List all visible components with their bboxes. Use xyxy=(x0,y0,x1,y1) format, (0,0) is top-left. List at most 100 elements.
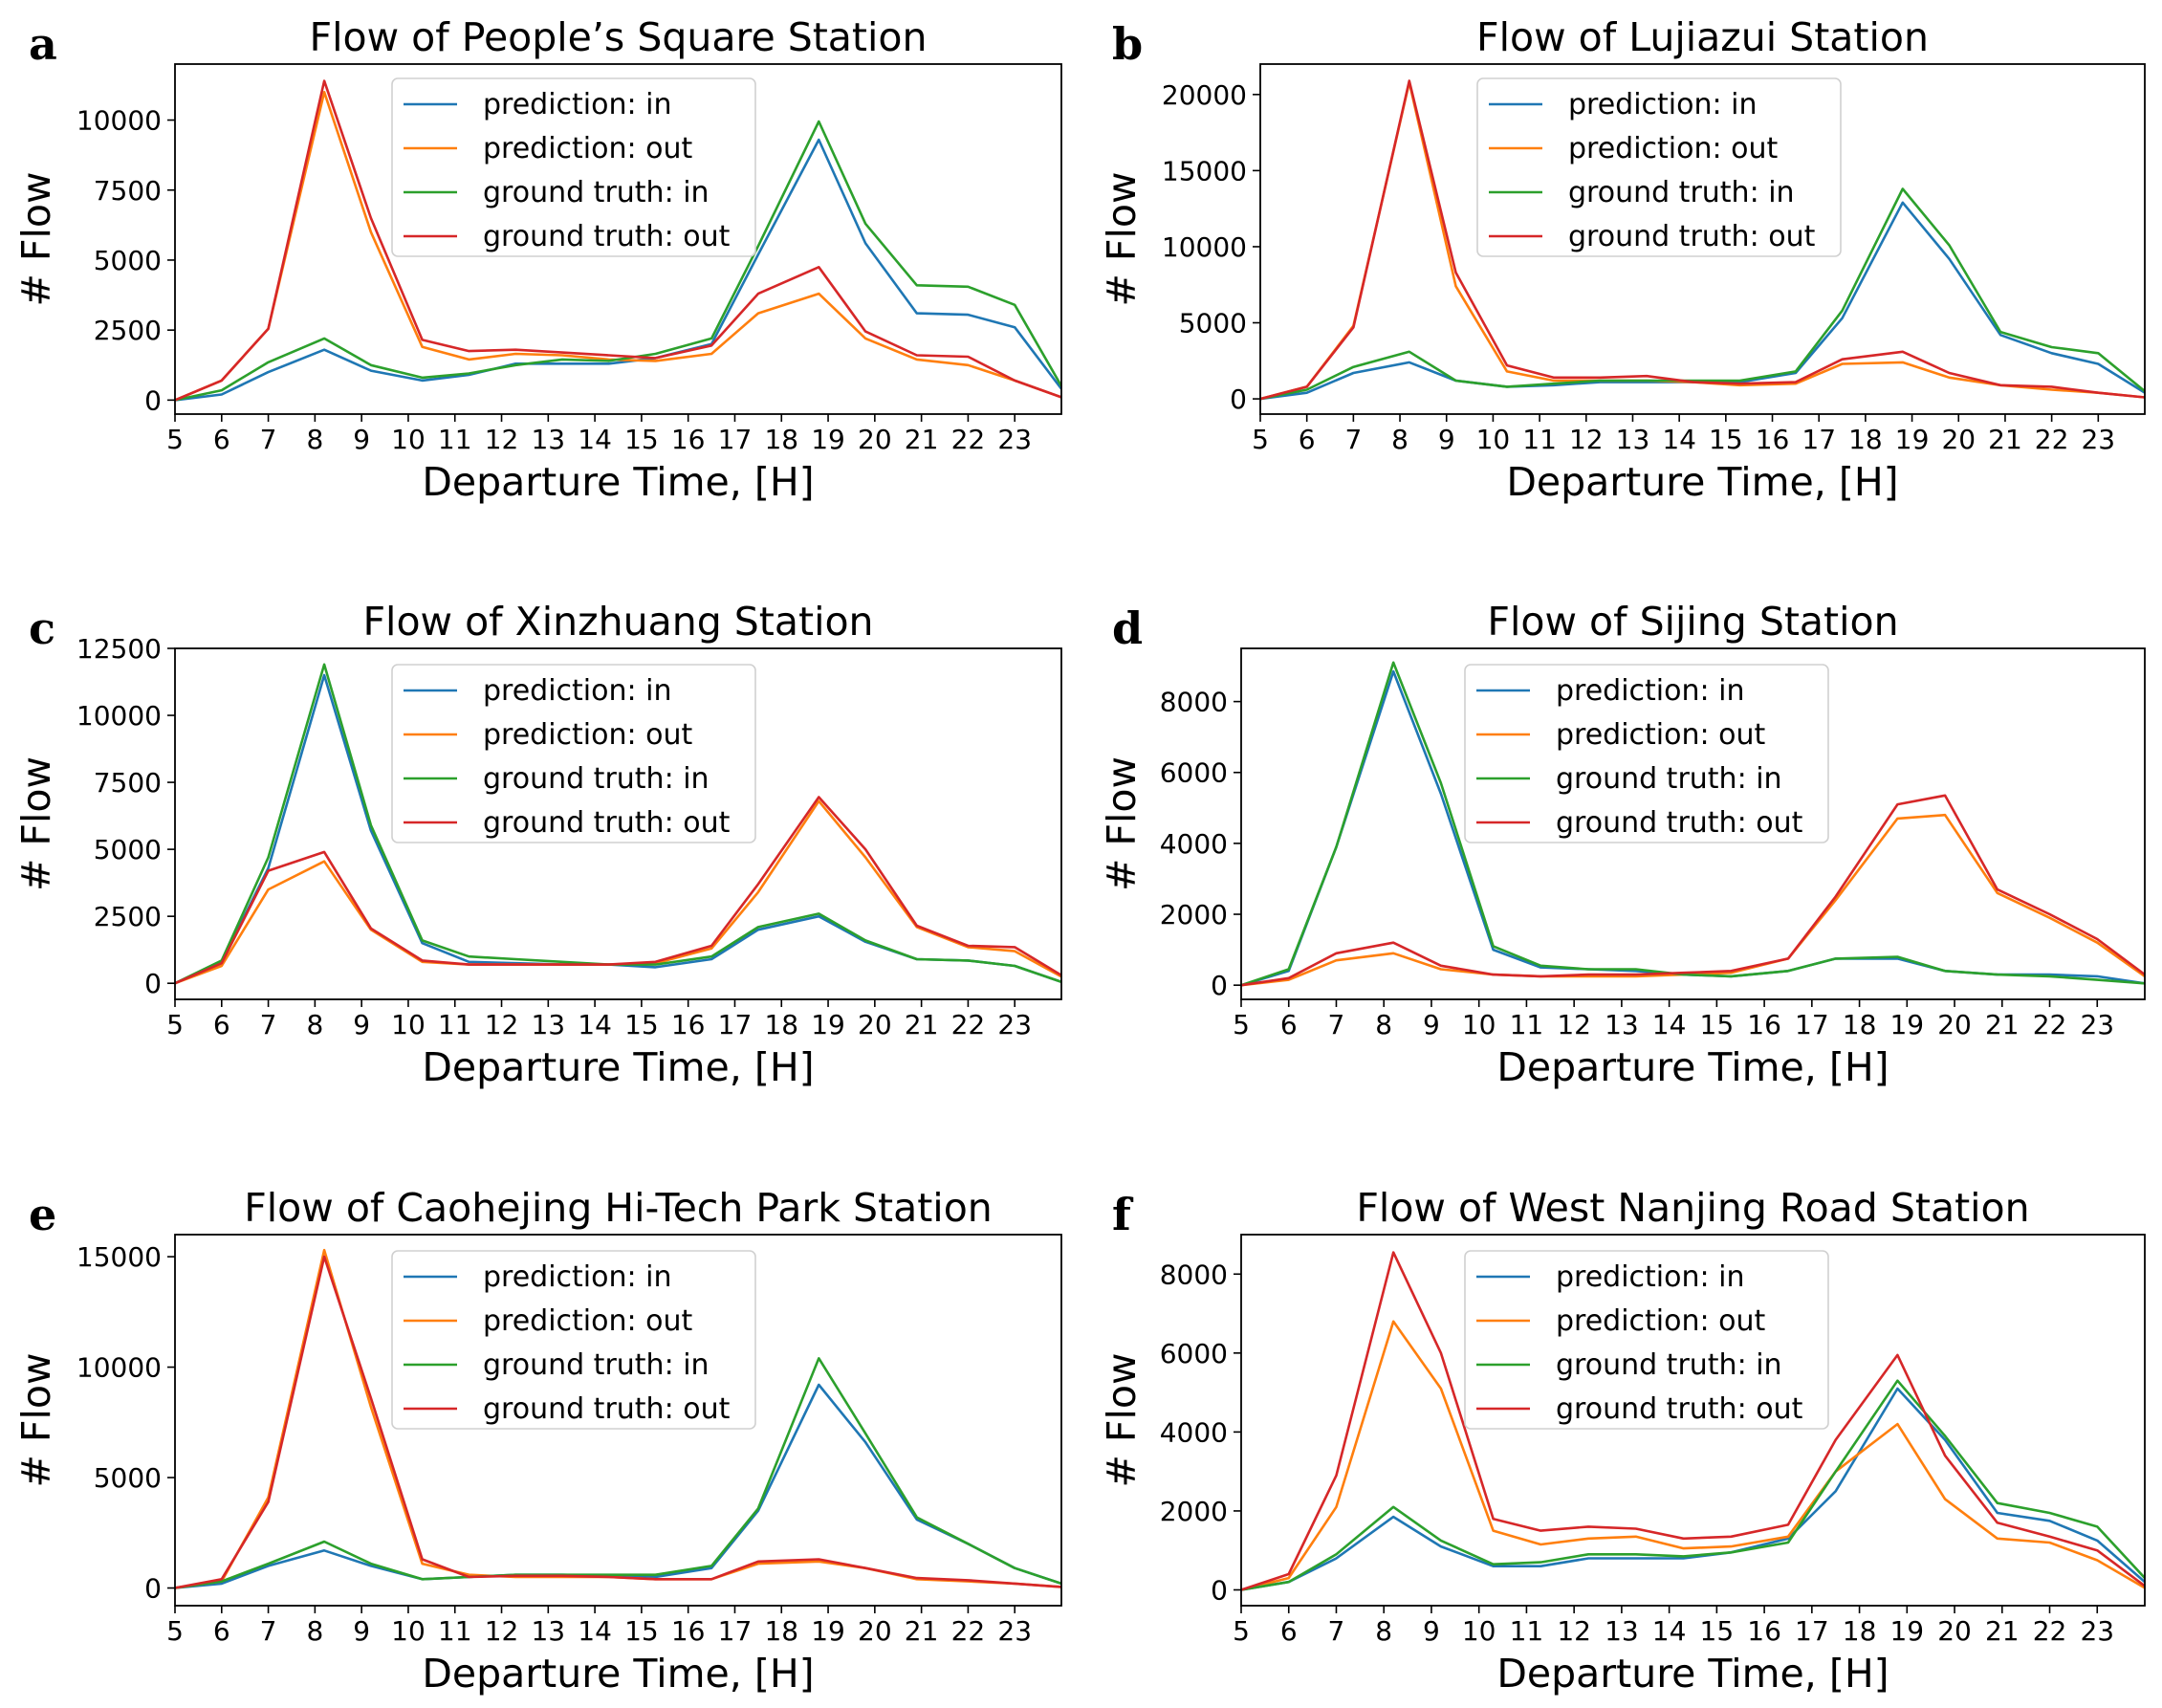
y-tick-label: 8000 xyxy=(1160,687,1228,718)
legend-entry: prediction: in xyxy=(483,1260,672,1294)
x-tick-label: 14 xyxy=(578,424,612,455)
x-tick-label: 15 xyxy=(1700,1615,1735,1647)
plot-frame xyxy=(1259,63,2146,415)
x-tick-label: 14 xyxy=(1662,424,1696,455)
x-tick-label: 21 xyxy=(1985,1009,2020,1040)
x-tick-label: 5 xyxy=(166,1615,184,1647)
series-line-ground-truth-in xyxy=(1241,661,2145,987)
x-tick-label: 14 xyxy=(1652,1009,1687,1040)
chart-title: Flow of People’s Square Station xyxy=(310,14,928,60)
x-tick-label: 19 xyxy=(811,1615,845,1647)
x-tick-label: 10 xyxy=(1462,1009,1496,1040)
x-tick-label: 23 xyxy=(997,1615,1032,1647)
chart-title: Flow of Xinzhuang Station xyxy=(362,599,873,645)
y-axis-label: # Flow xyxy=(1099,1353,1145,1488)
legend-entry: prediction: out xyxy=(1568,132,1779,165)
panel-letter: b xyxy=(1112,18,1143,70)
x-tick-label: 14 xyxy=(1652,1615,1687,1647)
x-tick-label: 13 xyxy=(531,424,565,455)
legend-box xyxy=(391,77,756,257)
chart-title: Flow of Sijing Station xyxy=(1487,599,1898,645)
x-tick-label: 17 xyxy=(718,424,753,455)
chart-panel-a: a Flow of People’s Square Station 5 6 7 8 9 10 1… xyxy=(13,14,1062,505)
legend: prediction: in prediction: out ground trut… xyxy=(1476,77,1842,257)
legend-entry: prediction: in xyxy=(483,88,672,121)
legend-entry: prediction: in xyxy=(1556,674,1745,708)
y-tick-label: 5000 xyxy=(94,1462,162,1494)
x-tick-label: 15 xyxy=(624,1009,659,1040)
x-tick-label: 21 xyxy=(905,424,939,455)
y-tick-label: 10000 xyxy=(76,1352,162,1384)
y-tick-label: 6000 xyxy=(1160,757,1228,789)
y-tick-label: 12500 xyxy=(76,633,162,665)
panel-letter: f xyxy=(1112,1189,1134,1240)
legend-entry: ground truth: out xyxy=(483,806,731,840)
x-tick-label: 15 xyxy=(624,1615,659,1647)
y-tick-label: 5000 xyxy=(94,245,162,276)
x-tick-label: 22 xyxy=(951,424,986,455)
x-tick-label: 13 xyxy=(1605,1615,1639,1647)
x-tick-label: 18 xyxy=(764,1615,798,1647)
x-tick-label: 11 xyxy=(1522,424,1557,455)
x-tick-label: 5 xyxy=(166,424,184,455)
x-tick-label: 7 xyxy=(1328,1009,1345,1040)
legend-entry: ground truth: in xyxy=(483,1348,710,1382)
x-tick-label: 6 xyxy=(1280,1009,1298,1040)
x-tick-label: 18 xyxy=(1843,1615,1877,1647)
x-tick-label: 6 xyxy=(213,424,230,455)
y-tick-label: 2000 xyxy=(1160,1496,1228,1527)
y-tick-label: 0 xyxy=(1230,383,1247,415)
legend-entry: prediction: out xyxy=(483,1304,693,1338)
x-tick-label: 21 xyxy=(1985,1615,2020,1647)
x-tick-label: 21 xyxy=(1988,424,2022,455)
y-tick-label: 2500 xyxy=(94,315,162,346)
x-axis-label: Departure Time, [H] xyxy=(1506,459,1898,505)
x-tick-label: 13 xyxy=(531,1009,565,1040)
x-tick-label: 10 xyxy=(391,1009,426,1040)
x-tick-label: 6 xyxy=(213,1615,230,1647)
chart-panel-d: d Flow of Sijing Station 5 6 7 8 9 10 11 12 13 14 15… xyxy=(1099,599,2146,1090)
x-axis-label: Departure Time, [H] xyxy=(422,1651,814,1697)
x-tick-label: 5 xyxy=(1233,1009,1250,1040)
x-tick-label: 11 xyxy=(1510,1615,1544,1647)
y-tick-label: 0 xyxy=(144,384,162,416)
x-tick-label: 20 xyxy=(1941,424,1976,455)
x-tick-label: 11 xyxy=(438,1009,472,1040)
x-tick-label: 10 xyxy=(1462,1615,1496,1647)
panel-letter: a xyxy=(29,18,57,70)
x-axis-label: Departure Time, [H] xyxy=(422,459,814,505)
legend-entry: prediction: out xyxy=(483,718,693,752)
x-tick-label: 9 xyxy=(353,1615,370,1647)
x-tick-label: 10 xyxy=(391,1615,426,1647)
y-axis-label: # Flow xyxy=(13,172,59,307)
legend: prediction: in prediction: out ground trut… xyxy=(391,77,756,257)
y-tick-label: 0 xyxy=(144,968,162,999)
plot-frame xyxy=(174,647,1062,1000)
y-tick-label: 2000 xyxy=(1160,899,1228,931)
y-tick-label: 10000 xyxy=(76,105,162,137)
x-tick-label: 19 xyxy=(811,424,845,455)
x-tick-label: 19 xyxy=(1895,424,1930,455)
legend-entry: prediction: out xyxy=(1556,718,1766,752)
x-tick-label: 23 xyxy=(2080,1009,2114,1040)
chart-panel-e: e Flow of Caohejing Hi-Tech Park Station 5… xyxy=(13,1185,1062,1697)
legend-entry: ground truth: out xyxy=(483,1392,731,1426)
x-tick-label: 13 xyxy=(1605,1009,1639,1040)
x-tick-label: 8 xyxy=(1391,424,1409,455)
x-tick-label: 6 xyxy=(1280,1615,1298,1647)
x-tick-label: 14 xyxy=(578,1009,612,1040)
x-tick-label: 16 xyxy=(1756,424,1790,455)
x-tick-label: 7 xyxy=(1344,424,1362,455)
x-tick-label: 8 xyxy=(306,1009,323,1040)
legend-box xyxy=(1464,664,1829,843)
series-line-ground-truth-out xyxy=(175,796,1061,985)
x-tick-label: 11 xyxy=(438,1615,472,1647)
y-tick-label: 20000 xyxy=(1162,79,1247,111)
x-tick-label: 20 xyxy=(1937,1009,1972,1040)
y-tick-label: 6000 xyxy=(1160,1338,1228,1369)
y-tick-label: 8000 xyxy=(1160,1259,1228,1290)
chart-title: Flow of Caohejing Hi-Tech Park Station xyxy=(244,1185,993,1231)
x-tick-label: 17 xyxy=(1802,424,1836,455)
legend-entry: ground truth: out xyxy=(483,220,731,253)
y-tick-label: 0 xyxy=(1211,970,1228,1001)
